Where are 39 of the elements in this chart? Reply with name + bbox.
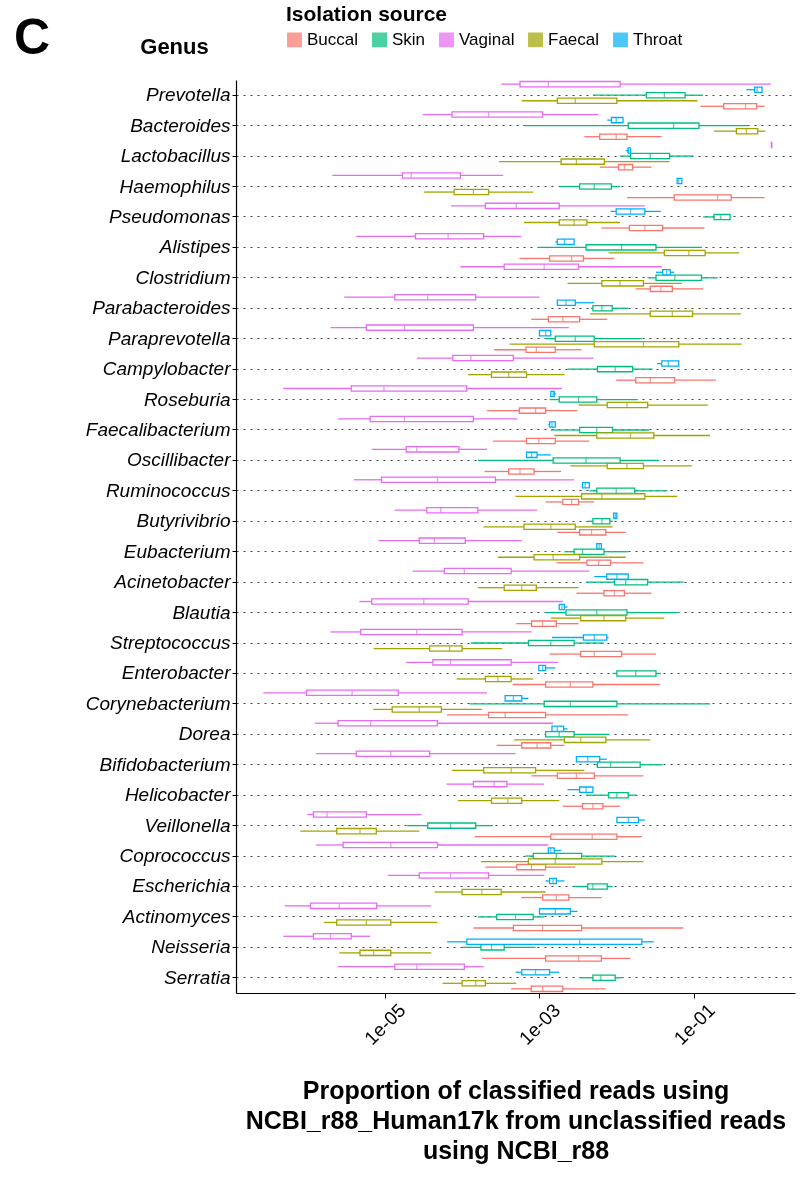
y-tick-label: Blautia — [172, 601, 231, 623]
y-tick-label: Dorea — [178, 723, 231, 745]
y-tick-label: Escherichia — [132, 875, 231, 897]
y-tick-label: Alistipes — [158, 236, 231, 258]
legend-label: Faecal — [548, 29, 600, 49]
y-tick-label: Helicobacter — [124, 784, 232, 806]
y-tick-label: Enterobacter — [121, 662, 232, 684]
y-tick-label: Eubacterium — [123, 540, 231, 562]
y-tick-label: Lactobacillus — [120, 145, 231, 167]
legend-label: Vaginal — [459, 29, 515, 49]
y-axis-title: Genus — [140, 33, 209, 59]
legend-label: Throat — [633, 29, 683, 49]
y-tick-label: Acinetobacter — [113, 571, 232, 593]
y-tick-label: Campylobacter — [102, 358, 232, 380]
y-tick-label: Parabacteroides — [92, 297, 231, 319]
y-tick-label: Veillonella — [144, 814, 231, 836]
y-tick-label: Haemophilus — [119, 175, 231, 197]
y-tick-label: Roseburia — [143, 388, 231, 410]
y-tick-label: Coprococcus — [119, 845, 231, 867]
legend-label: Buccal — [307, 29, 359, 49]
y-tick-label: Clostridium — [135, 266, 231, 288]
legend-title: Isolation source — [286, 2, 448, 25]
y-tick-label: Bifidobacterium — [99, 753, 231, 775]
y-tick-label: Faecalibacterium — [85, 418, 231, 440]
y-tick-label: Actinomyces — [121, 905, 231, 927]
x-axis-title: Proportion of classified reads using NCBI_r88_Human17k from unclassified reads using NCBI_r88 — [245, 1075, 787, 1164]
legend-label: Skin — [392, 29, 426, 49]
y-tick-label: Butyrivibrio — [136, 510, 231, 532]
y-tick-label: Neisseria — [151, 936, 231, 958]
chart-title: C — [14, 9, 51, 65]
y-tick-label: Ruminococcus — [105, 479, 231, 501]
y-tick-label: Streptococcus — [110, 632, 231, 654]
y-tick-label: Oscillibacter — [127, 449, 232, 471]
y-tick-label: Corynebacterium — [85, 692, 231, 714]
y-tick-label: Paraprevotella — [107, 327, 231, 349]
y-tick-label: Prevotella — [146, 84, 231, 106]
y-tick-label: Pseudomonas — [109, 205, 231, 227]
y-tick-label: Bacteroides — [130, 114, 231, 136]
y-tick-label: Serratia — [163, 966, 231, 988]
